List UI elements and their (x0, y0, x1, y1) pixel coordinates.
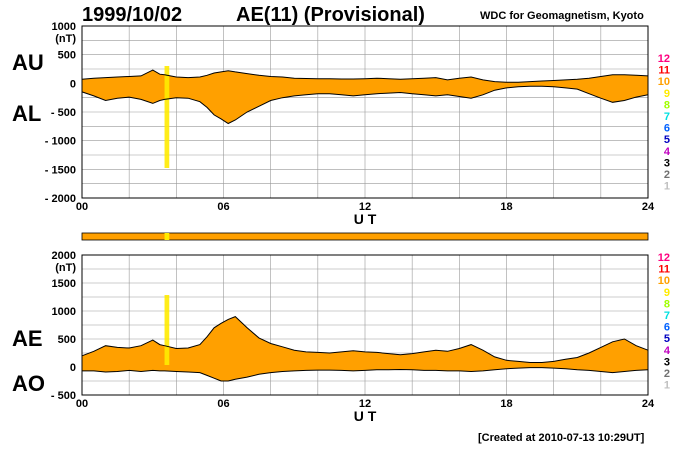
x-tick-label: 00 (76, 398, 88, 410)
plot-frame (81, 25, 649, 199)
date-label: 1999/10/02 (82, 4, 183, 26)
al-side-label: AL (12, 101, 42, 126)
y-tick-label: 0 (70, 78, 76, 90)
x-tick-label: 18 (500, 201, 512, 213)
y-tick-label: 1000 (52, 306, 76, 318)
ao-side-label: AO (12, 371, 45, 396)
ae-ao-panel: 2000 1500 1000 500 0 - 500 (nT) 00 06 12 18 24 U T (51, 250, 655, 424)
scale-level-label: 6 (664, 123, 670, 135)
y-tick-label: 1000 (52, 21, 76, 33)
scale-level-label: 11 (658, 264, 670, 276)
scale-level-label: 2 (664, 368, 670, 380)
x-tick-label: 12 (359, 398, 371, 410)
scale-level-label: 12 (658, 53, 670, 65)
created-timestamp: [Created at 2010-07-13 10:29UT] (478, 432, 645, 444)
y-tick-label: - 2000 (45, 193, 76, 205)
activity-bar-fill (81, 232, 649, 241)
x-tick-label: 00 (76, 201, 88, 213)
scale-level-label: 3 (664, 157, 670, 169)
y-tick-label: - 500 (51, 107, 76, 119)
scale-level-label: 7 (664, 111, 670, 123)
y-tick-label: - 1000 (45, 136, 76, 148)
unit-label: (nT) (55, 33, 76, 45)
unit-label: (nT) (55, 262, 76, 274)
x-axis-label: U T (354, 408, 377, 424)
lower-series-line (81, 85, 649, 125)
y-tick-label: 2000 (52, 250, 76, 262)
scale-level-label: 8 (664, 298, 670, 310)
x-tick-label: 12 (359, 201, 371, 213)
range-area (82, 70, 648, 124)
scale-level-label: 9 (664, 287, 670, 299)
scale-level-label: 4 (664, 345, 671, 357)
upper-series-line (81, 69, 649, 83)
scale-level-label: 5 (664, 333, 670, 345)
scale-level-label: 8 (664, 99, 670, 111)
y-tick-label: 500 (58, 50, 76, 62)
x-axis-label: U T (354, 211, 377, 227)
highlight-stripe (164, 295, 170, 365)
scale-level-label: 7 (664, 310, 670, 322)
y-tick-label: 1500 (52, 278, 76, 290)
y-tick-label: 500 (58, 334, 76, 346)
activity-bar (81, 232, 649, 241)
scale-level-label: 10 (658, 76, 670, 88)
y-tick-label: 0 (70, 362, 76, 374)
index-title: AE(11) (Provisional) (236, 4, 425, 26)
scale-level-label: 1 (664, 181, 670, 193)
scale-level-label: 6 (664, 322, 670, 334)
ae-side-label: AE (12, 326, 43, 351)
range-area (82, 316, 648, 381)
scale-level-label: 5 (664, 134, 670, 146)
x-tick-label: 24 (642, 201, 655, 213)
x-tick-label: 06 (217, 398, 229, 410)
scale-level-label: 3 (664, 356, 670, 368)
highlight-stripe (164, 66, 170, 168)
au-side-label: AU (12, 50, 44, 75)
lower-series-line (82, 367, 649, 382)
x-tick-label: 24 (642, 398, 655, 410)
scale-level-label: 4 (664, 146, 671, 158)
scale-level-label: 11 (658, 65, 670, 77)
scale-level-label: 10 (658, 275, 670, 287)
x-tick-label: 18 (500, 398, 512, 410)
activity-bar-highlight (164, 233, 170, 240)
y-tick-label: - 1500 (45, 164, 76, 176)
y-tick-label: - 500 (51, 390, 76, 402)
scale-level-label: 2 (664, 169, 670, 181)
scale-level-label: 12 (658, 252, 670, 264)
x-tick-label: 06 (217, 201, 229, 213)
scale-level-label: 1 (664, 380, 670, 392)
au-al-panel: 1000 500 0 - 500 - 1000 - 1500 - 2000 (nT) 00 06 1… (45, 21, 655, 227)
scale-level-label: 9 (664, 88, 670, 100)
organization-label: WDC for Geomagnetism, Kyoto (480, 10, 644, 22)
upper-series-line (81, 316, 649, 363)
plot-frame (81, 254, 649, 396)
